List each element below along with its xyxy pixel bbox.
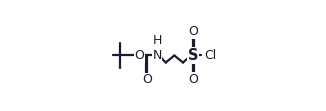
Text: O: O xyxy=(142,73,152,86)
Text: Cl: Cl xyxy=(204,49,217,62)
Text: N: N xyxy=(152,49,162,62)
Text: O: O xyxy=(188,73,198,86)
Text: S: S xyxy=(187,48,198,63)
Text: O: O xyxy=(134,49,144,62)
Text: O: O xyxy=(188,25,198,38)
Text: H: H xyxy=(152,34,162,47)
